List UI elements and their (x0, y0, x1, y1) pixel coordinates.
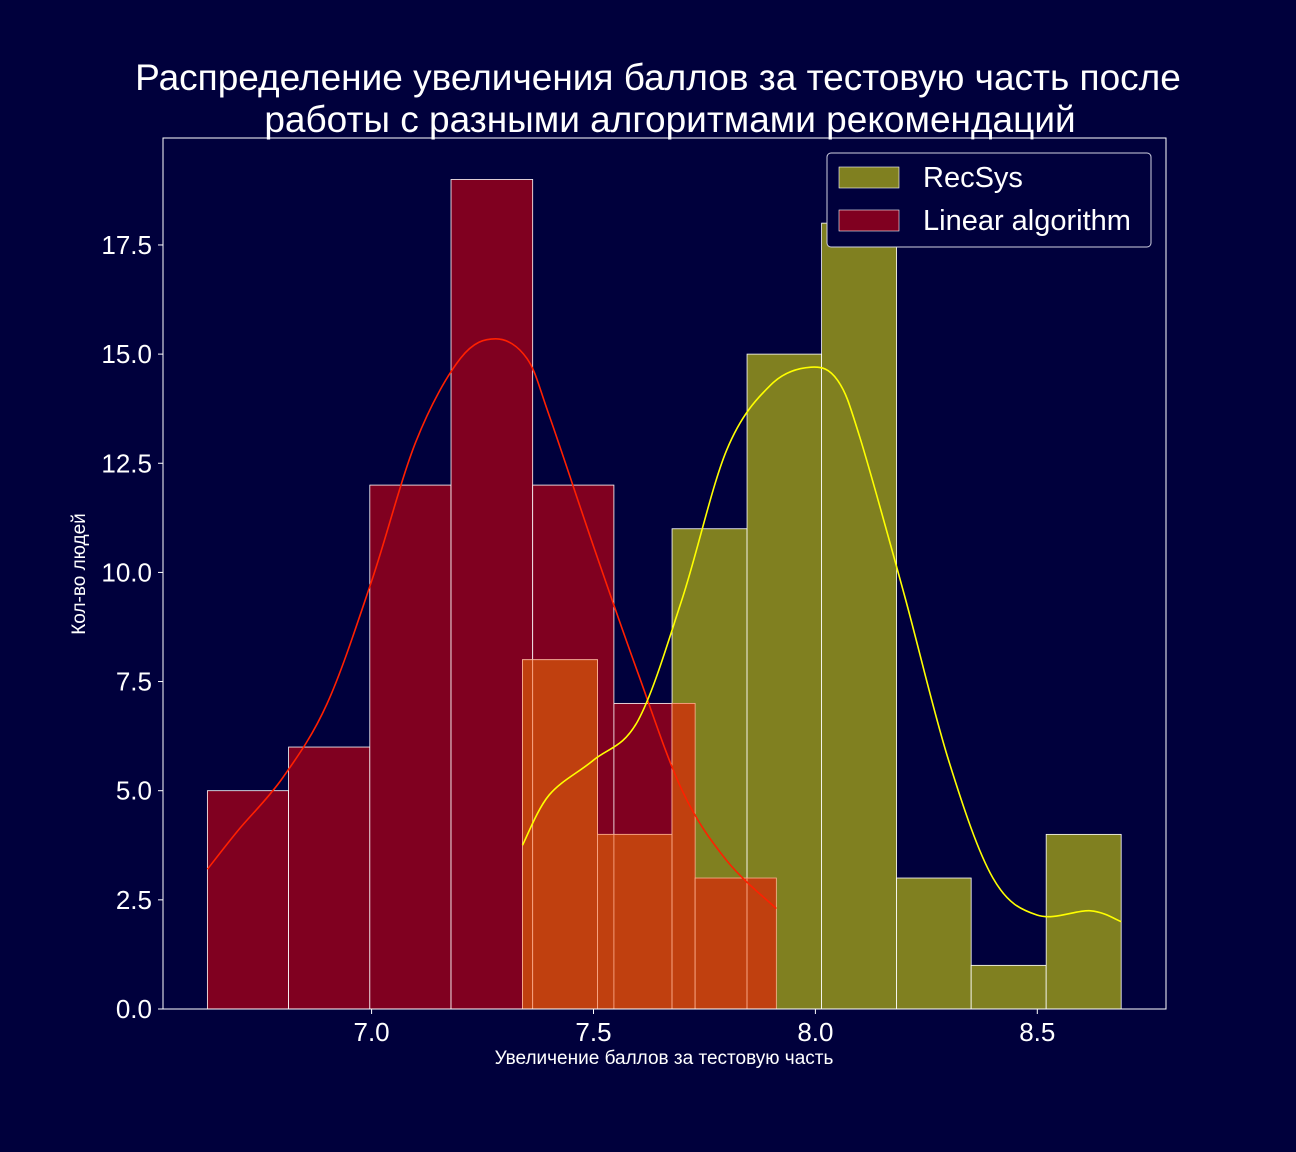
x-tick-label-2: 8.0 (797, 1017, 833, 1047)
bar-recsys-6 (970, 964, 1047, 1010)
y-tick-label-1: 2.5 (116, 885, 152, 915)
histogram-bars (206, 179, 1122, 1010)
legend-label-linear-algorithm: Linear algorithm (923, 205, 1131, 237)
legend-label-recsys: RecSys (923, 162, 1023, 194)
bar-linear-algorithm-3 (450, 179, 534, 1010)
y-tick-label-5: 12.5 (101, 448, 152, 478)
y-axis-label: Кол-во людей (69, 513, 90, 635)
kde-line-linear-algorithm (206, 338, 777, 910)
y-tick-label-3: 7.5 (116, 667, 152, 697)
bar-recsys-7 (1045, 833, 1122, 1010)
legend: RecSys Linear algorithm (826, 152, 1152, 248)
bar-linear-algorithm-0 (206, 790, 289, 1010)
x-axis-label: Увеличение баллов за тестовую часть (495, 1048, 834, 1069)
y-tick-label-0: 0.0 (116, 994, 152, 1024)
bar-overlap-1-1 (613, 833, 673, 1010)
bar-overlap-2-1 (694, 877, 748, 1010)
y-tick-label-4: 10.0 (101, 557, 152, 587)
y-tick-label-7: 17.5 (101, 230, 152, 260)
kde-line-recsys (521, 366, 1122, 923)
x-tick-label-0: 7.0 (354, 1017, 390, 1047)
x-tick-label-3: 8.5 (1019, 1017, 1055, 1047)
y-tick-label-6: 15.0 (101, 339, 152, 369)
chart-title: Распределение увеличения баллов за тесто… (135, 57, 1181, 140)
bar-linear-algorithm-1 (288, 746, 371, 1010)
legend-box (826, 152, 1152, 248)
plot-area-frame (162, 137, 1167, 1010)
chart-title-line-2: работы с разными алгоритмами рекомендаци… (264, 99, 1075, 140)
y-axis-ticks: 0.0 2.5 5.0 7.5 10.0 12.5 15.0 17.5 (101, 230, 163, 1024)
chart-title-line-1: Распределение увеличения баллов за тесто… (135, 57, 1181, 98)
legend-swatch-recsys (838, 166, 900, 189)
bar-overlap-3-0 (746, 877, 777, 1010)
y-tick-label-2: 5.0 (116, 776, 152, 806)
bar-overlap-0-1 (532, 659, 598, 1010)
bar-recsys-4 (821, 222, 898, 1010)
bar-recsys-5 (896, 877, 972, 1010)
x-axis-ticks: 7.0 7.5 8.0 8.5 (354, 1009, 1055, 1047)
kde-curves (206, 338, 1122, 923)
x-tick-label-1: 7.5 (575, 1017, 611, 1047)
bar-linear-algorithm-2 (369, 484, 452, 1010)
legend-swatch-linear-algorithm (838, 209, 900, 232)
bar-overlap-2-0 (671, 702, 696, 1010)
bar-overlap-1-0 (597, 833, 615, 1010)
